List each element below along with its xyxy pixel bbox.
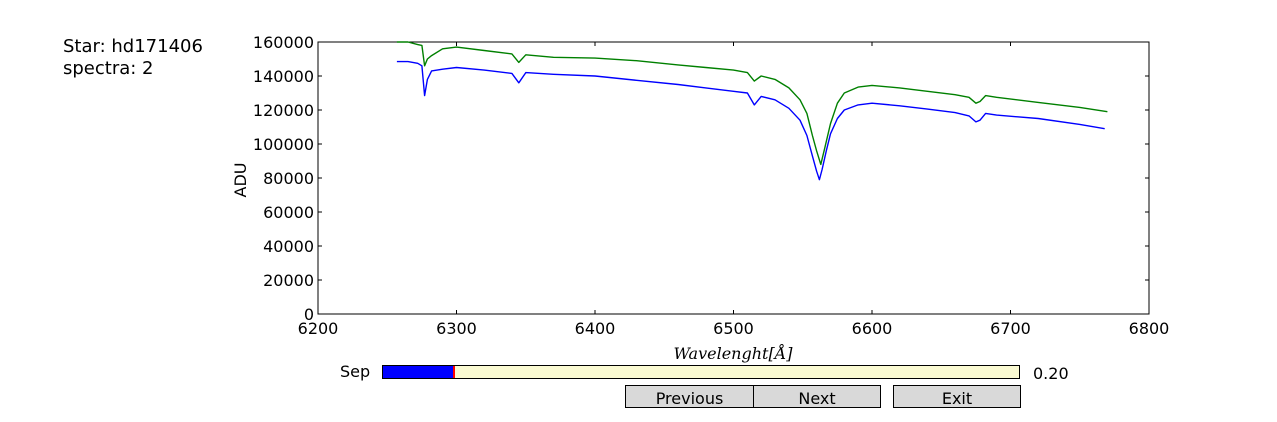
y-tick-label: 80000 [263,169,314,188]
ticks-layer: 6200 6300 6400 6500 6600 6700 6800 0 20000 40000 6… [253,33,1169,338]
next-button[interactable]: Next [753,385,881,408]
y-tick-label: 20000 [263,271,314,290]
x-tick-label: 6400 [575,319,616,338]
y-tick-label: 0 [304,305,314,324]
spectrum-line-1 [396,41,1108,166]
y-tick-label: 40000 [263,237,314,256]
x-tick-label: 6300 [436,319,477,338]
x-tick-label: 6500 [713,319,754,338]
x-tick-label: 6200 [298,319,339,338]
sep-slider-fill [383,366,455,378]
plot-frame [317,41,1150,315]
x-axis-label: Wavelenght[Å] [673,343,793,363]
y-axis-label: ADU [231,163,250,198]
spectra-count-text: spectra: 2 [63,58,154,79]
star-info: Star: hd171406 spectra: 2 [63,36,203,80]
sep-slider[interactable] [382,365,1020,379]
series-layer [396,41,1108,181]
x-tick-label: 6700 [990,319,1031,338]
sep-slider-value: 0.20 [1033,364,1069,383]
y-tick-label: 120000 [253,101,314,120]
y-tick-label: 140000 [253,67,314,86]
x-tick-label: 6800 [1129,319,1170,338]
y-tick-label: 100000 [253,135,314,154]
sep-slider-marker [453,366,456,378]
exit-button[interactable]: Exit [893,385,1021,408]
y-tick-label: 60000 [263,203,314,222]
spectrum-line-2 [396,60,1105,181]
previous-button[interactable]: Previous [625,385,754,408]
x-tick-label: 6600 [852,319,893,338]
star-name-text: Star: hd171406 [63,36,203,57]
y-tick-label: 160000 [253,33,314,52]
sep-slider-label: Sep [340,362,371,381]
